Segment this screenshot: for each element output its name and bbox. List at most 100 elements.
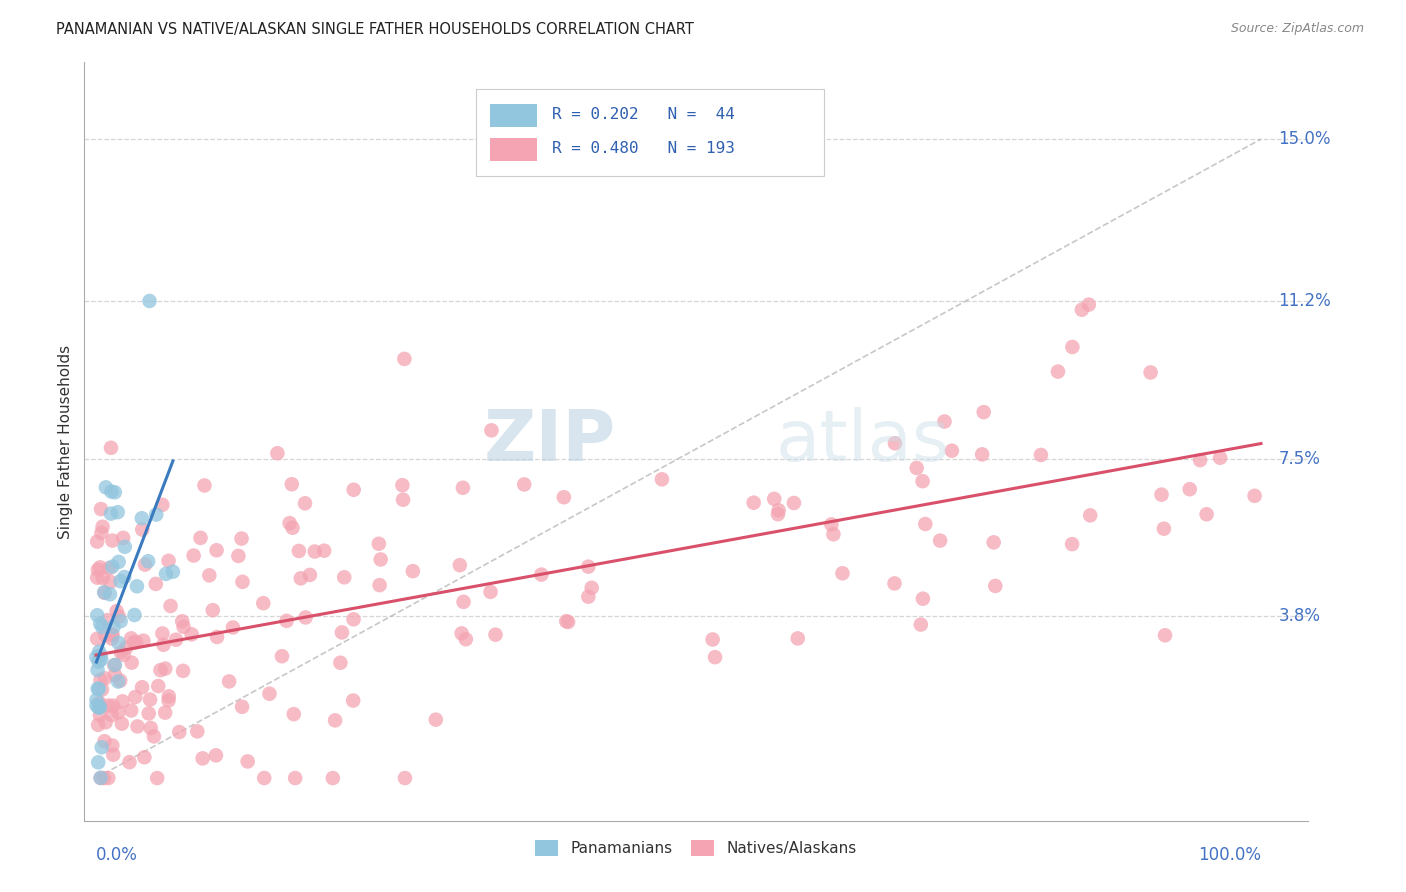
Point — [481, 423, 503, 437]
Point — [298, 568, 321, 582]
Point — [101, 533, 124, 548]
Point — [100, 441, 122, 455]
Point — [281, 477, 304, 491]
Point — [1029, 448, 1052, 462]
Point — [104, 485, 127, 500]
Point — [111, 694, 134, 708]
Point — [101, 628, 124, 642]
Point — [905, 461, 928, 475]
Point — [228, 549, 250, 563]
Point — [86, 650, 108, 665]
Point — [86, 693, 108, 707]
Point — [87, 681, 110, 696]
Point — [222, 620, 245, 634]
Point — [972, 447, 994, 461]
Point — [342, 693, 364, 707]
Point — [786, 632, 808, 646]
Point — [155, 662, 177, 676]
Point — [152, 626, 174, 640]
Point — [89, 645, 111, 659]
Point — [110, 574, 132, 589]
Text: 3.8%: 3.8% — [1278, 607, 1320, 625]
Point — [1243, 489, 1265, 503]
Point — [146, 771, 169, 785]
Point — [283, 707, 305, 722]
Point — [124, 607, 146, 622]
Point — [136, 554, 159, 568]
Point — [1209, 450, 1232, 465]
Point — [186, 724, 208, 739]
Point — [107, 636, 129, 650]
Point — [91, 620, 114, 634]
Point — [127, 719, 149, 733]
Point — [479, 585, 502, 599]
Point — [86, 608, 108, 623]
Point — [231, 699, 253, 714]
Point — [153, 706, 176, 720]
Point — [368, 578, 391, 592]
Point — [89, 708, 111, 723]
Text: Source: ZipAtlas.com: Source: ZipAtlas.com — [1230, 22, 1364, 36]
Point — [555, 614, 578, 628]
Point — [93, 734, 115, 748]
Point — [91, 682, 114, 697]
Point — [93, 585, 115, 599]
Point — [330, 625, 353, 640]
Point — [1189, 453, 1212, 467]
Point — [134, 750, 156, 764]
Point — [103, 620, 125, 634]
Point — [86, 698, 108, 713]
Point — [101, 698, 124, 713]
Point — [110, 645, 132, 659]
Text: R = 0.480   N = 193: R = 0.480 N = 193 — [551, 141, 734, 156]
Point — [101, 632, 124, 646]
Point — [941, 443, 963, 458]
Point — [145, 508, 167, 522]
Point — [112, 648, 135, 662]
Point — [90, 652, 112, 666]
Point — [576, 590, 599, 604]
Point — [911, 474, 934, 488]
Point — [87, 700, 110, 714]
Point — [314, 543, 336, 558]
Point — [651, 472, 673, 486]
Point — [131, 680, 153, 694]
Point — [1078, 508, 1101, 523]
Point — [425, 713, 447, 727]
Point — [118, 755, 141, 769]
Point — [89, 696, 111, 710]
Point — [142, 730, 165, 744]
Point — [911, 591, 934, 606]
Point — [783, 496, 806, 510]
Point — [91, 571, 114, 585]
Point — [162, 565, 184, 579]
Point — [484, 628, 506, 642]
Point — [139, 721, 162, 735]
Point — [152, 638, 174, 652]
Point — [145, 577, 167, 591]
Point — [90, 502, 112, 516]
Point — [100, 484, 122, 499]
Text: PANAMANIAN VS NATIVE/ALASKAN SINGLE FATHER HOUSEHOLDS CORRELATION CHART: PANAMANIAN VS NATIVE/ALASKAN SINGLE FATH… — [56, 22, 695, 37]
Point — [94, 628, 117, 642]
Point — [231, 532, 253, 546]
Point — [101, 739, 124, 753]
Point — [1062, 537, 1084, 551]
Point — [107, 555, 129, 569]
Point — [114, 540, 136, 554]
Point — [105, 604, 128, 618]
Text: R = 0.202   N =  44: R = 0.202 N = 44 — [551, 107, 734, 122]
Point — [576, 559, 599, 574]
Point — [138, 293, 160, 308]
Point — [450, 626, 472, 640]
Point — [89, 673, 111, 687]
Point — [87, 699, 110, 714]
Point — [103, 747, 125, 762]
Point — [513, 477, 536, 491]
Point — [201, 603, 224, 617]
Point — [115, 640, 138, 655]
Point — [97, 771, 120, 785]
Point — [342, 612, 364, 626]
Point — [172, 615, 194, 629]
Bar — [491, 138, 537, 161]
